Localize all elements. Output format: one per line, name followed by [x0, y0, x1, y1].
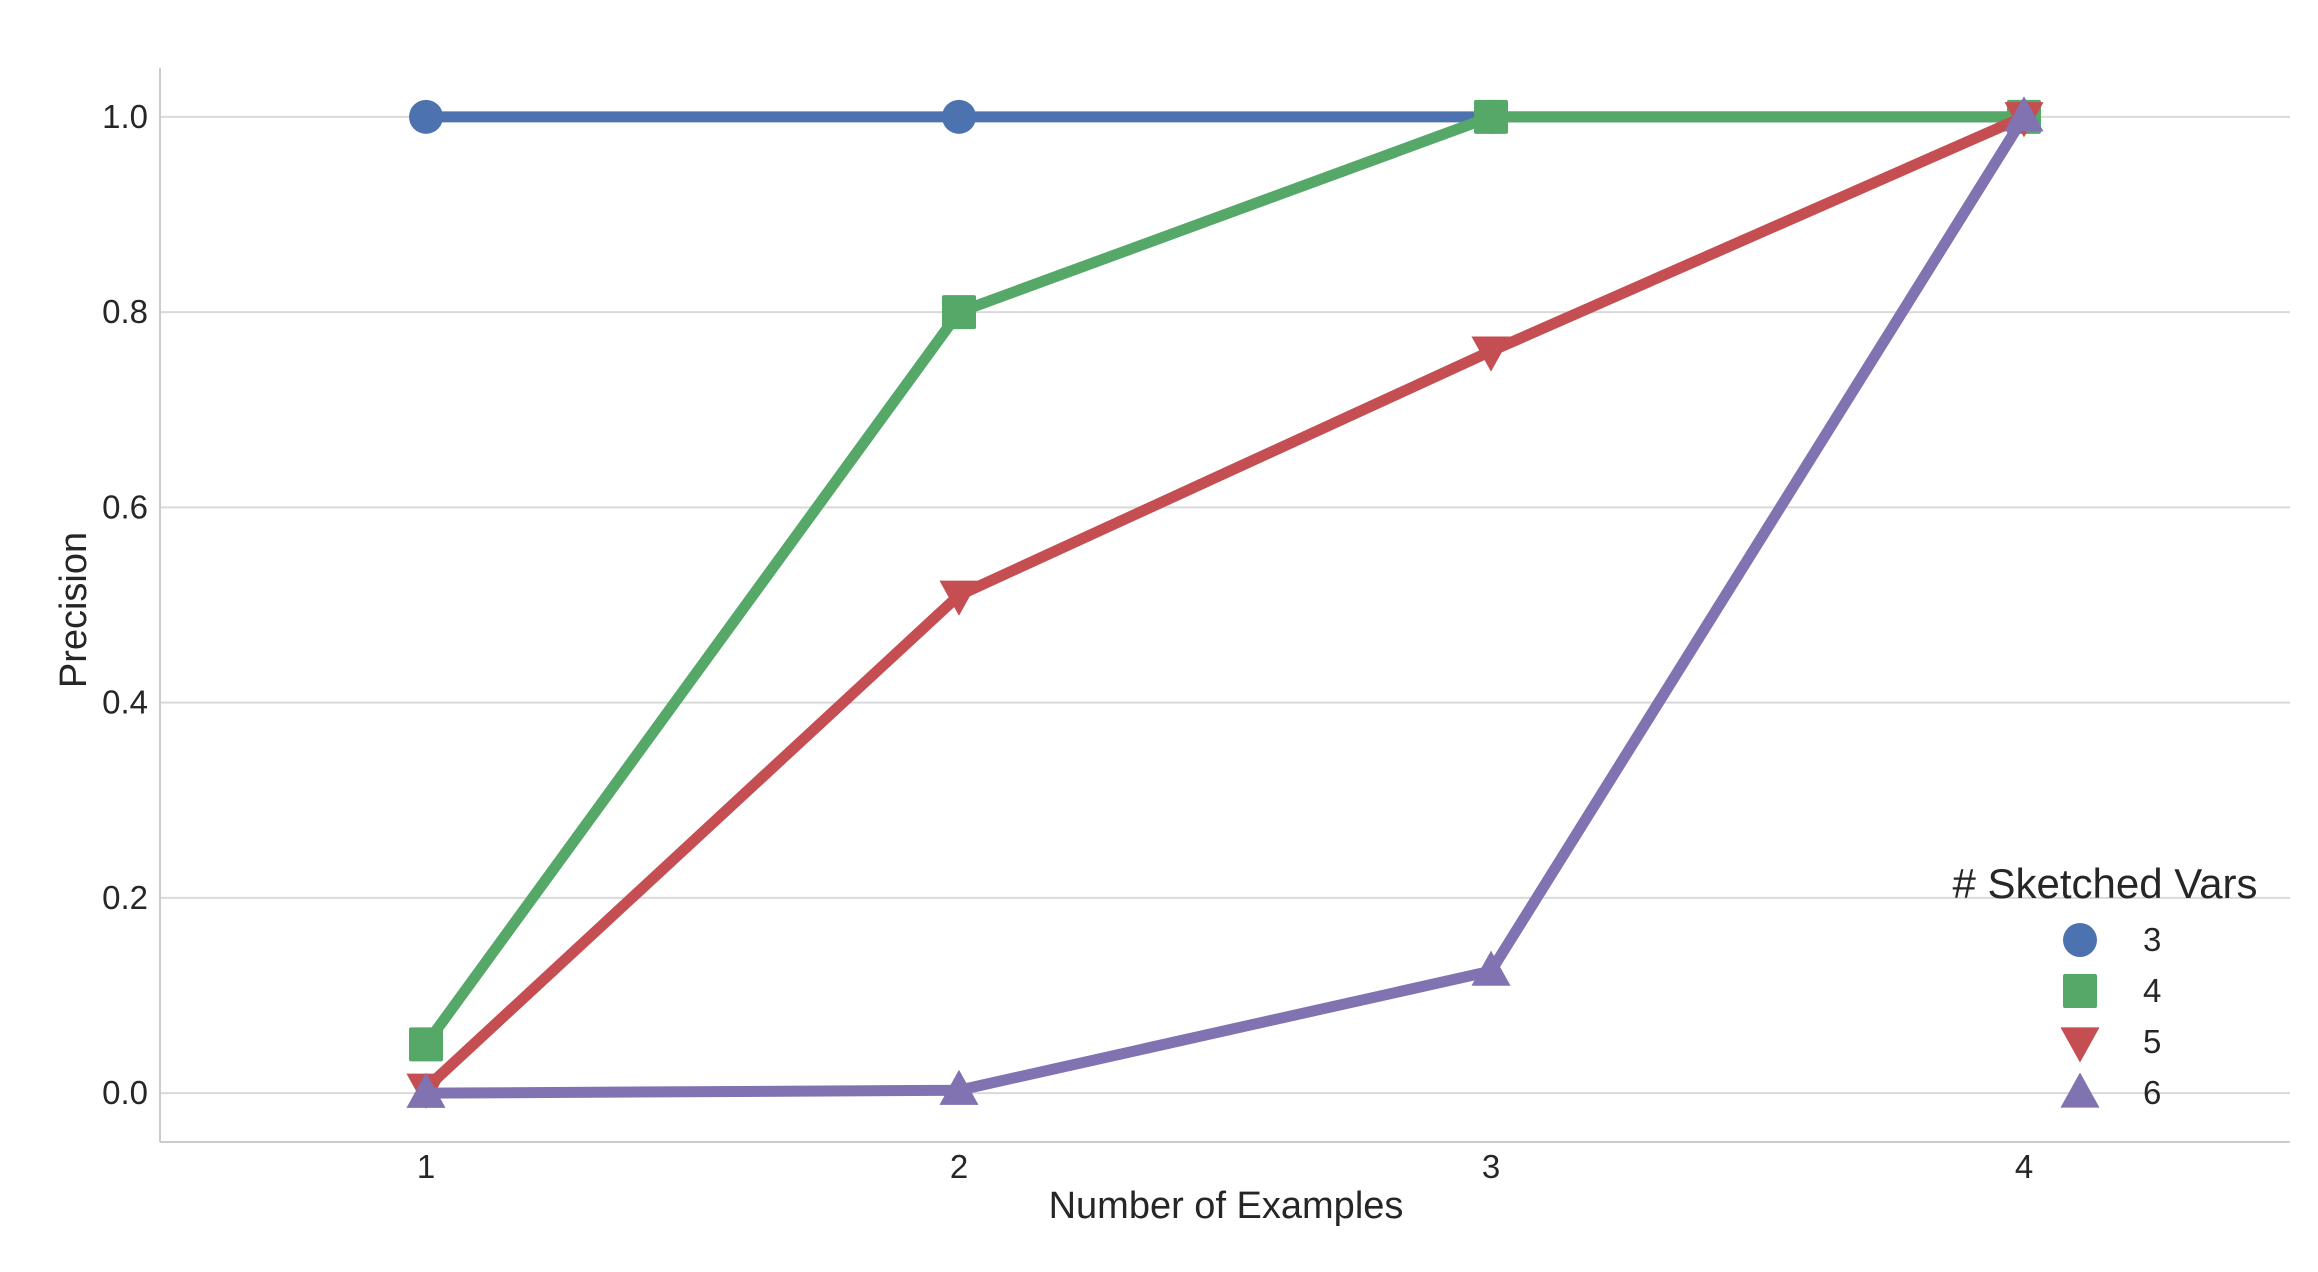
grid [160, 115, 2290, 1095]
y-tick-label: 0.8 [102, 293, 148, 330]
axes-spines [159, 68, 2290, 1143]
data-point-3 [409, 99, 443, 134]
series-line-6 [420, 111, 2030, 1099]
series-line-5 [420, 111, 2030, 1094]
series-lines [406, 96, 2044, 1109]
x-tick-label: 3 [1482, 1148, 1500, 1185]
data-point-3 [942, 99, 976, 134]
y-tick-label: 0.2 [102, 879, 148, 916]
series-6 [406, 96, 2044, 1108]
y-tick-label: 1.0 [102, 98, 148, 135]
series-line-4 [420, 111, 2030, 1050]
legend-marker-3 [2063, 923, 2097, 957]
data-point-6 [939, 1069, 979, 1105]
y-tick-label: 0.0 [102, 1074, 148, 1111]
legend-items: 3 4 5 6 [2060, 921, 2161, 1111]
data-point-4 [1474, 99, 1508, 134]
x-tick-label: 4 [2015, 1148, 2033, 1185]
data-point-4 [942, 295, 976, 330]
series-5 [406, 102, 2044, 1109]
x-axis-label: Number of Examples [1049, 1185, 1404, 1227]
x-tick-label: 1 [417, 1148, 435, 1185]
legend: # Sketched Vars 3 4 5 6 [1952, 860, 2257, 1111]
legend-label-3: 3 [2143, 921, 2161, 958]
legend-marker-5 [2060, 1027, 2100, 1063]
legend-label-6: 6 [2143, 1074, 2161, 1111]
data-point-6 [406, 1072, 446, 1108]
y-tick-label: 0.6 [102, 488, 148, 525]
data-point-4 [409, 1027, 443, 1062]
data-point-5 [939, 580, 979, 616]
y-axis-ticks: 0.0 0.2 0.4 0.6 0.8 1.0 [102, 98, 148, 1111]
data-point-6 [1471, 950, 1511, 986]
y-tick-label: 0.4 [102, 684, 148, 721]
legend-marker-4 [2063, 974, 2097, 1008]
data-point-5 [1471, 336, 1511, 372]
series-4 [409, 99, 2041, 1062]
x-tick-label: 2 [950, 1148, 968, 1185]
legend-marker-6 [2060, 1072, 2100, 1108]
legend-label-5: 5 [2143, 1023, 2161, 1060]
y-axis-label: Precision [53, 532, 95, 688]
legend-label-4: 4 [2143, 972, 2161, 1009]
legend-title: # Sketched Vars [1952, 860, 2257, 907]
data-point-6 [2004, 96, 2044, 132]
x-axis-ticks: 1 2 3 4 [417, 1148, 2033, 1185]
